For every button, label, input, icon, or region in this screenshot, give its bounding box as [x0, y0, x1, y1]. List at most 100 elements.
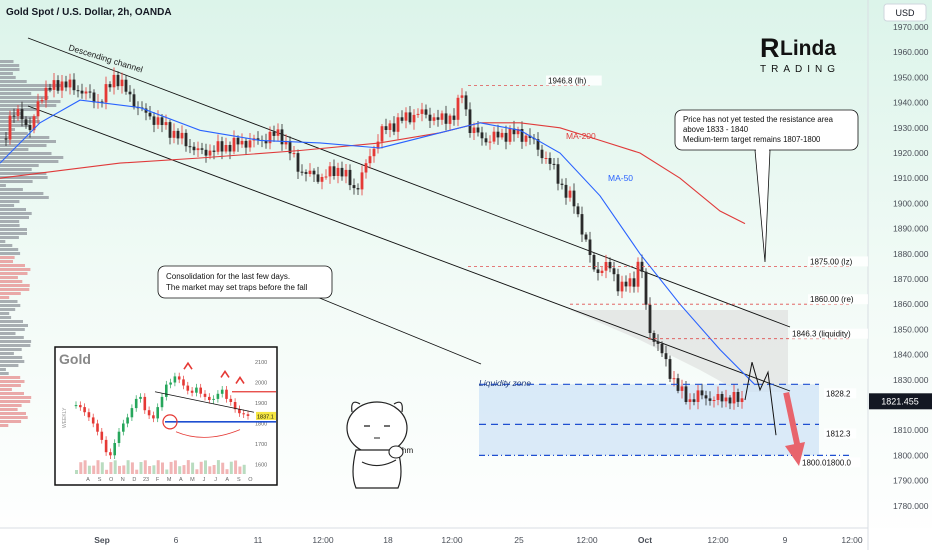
candle-body [548, 158, 552, 164]
inset-candle-body [87, 412, 91, 418]
candle-body [200, 148, 204, 150]
volume-profile-bar [0, 180, 33, 183]
currency-button[interactable]: USD [883, 3, 927, 22]
candle-body [332, 166, 336, 176]
candle-body [428, 114, 432, 121]
inset-volume-bar [216, 460, 220, 474]
candle-body [340, 167, 344, 177]
inset-candle-body [79, 405, 82, 408]
candle-body [392, 123, 396, 132]
volume-profile-bar [0, 364, 19, 367]
candle-body [356, 188, 360, 190]
current-price-label: 1821.455 [881, 396, 919, 406]
candle-body [688, 399, 692, 402]
candle-body [24, 119, 28, 126]
price-tick-label: 1870.000 [893, 274, 929, 284]
inset-volume-bar [204, 460, 207, 474]
volume-profile-bar [0, 320, 23, 323]
projection-path[interactable] [744, 362, 777, 436]
candle-body [196, 148, 200, 151]
time-tick-label: 18 [383, 535, 393, 545]
candle-body [440, 113, 444, 120]
candle-body [456, 97, 460, 120]
volume-profile-bar [0, 212, 32, 215]
candle-body [564, 184, 568, 198]
inset-candle-body [190, 390, 194, 393]
candle-body [176, 130, 180, 139]
candle-body [484, 138, 488, 143]
candle-body [664, 353, 668, 360]
inset-volume-bar [191, 462, 195, 474]
volume-profile-bar [0, 348, 22, 351]
inset-volume-bar [165, 469, 169, 474]
volume-profile-bar [0, 324, 28, 327]
volume-profile-bar [0, 304, 21, 307]
candle-body [188, 146, 192, 148]
volume-profile-bar [0, 116, 38, 119]
candle-body [580, 214, 584, 235]
candle-body [536, 139, 540, 150]
consolidation-text-1: Consolidation for the last few days. [166, 272, 290, 281]
inset-price-label: 2000 [255, 381, 267, 387]
candle-body [328, 166, 332, 177]
descending-channel[interactable] [27, 37, 791, 392]
candle-body [628, 278, 632, 287]
candle-body [324, 176, 328, 178]
inset-candle-body [199, 387, 202, 394]
time-tick-label: Oct [638, 535, 652, 545]
candle-body [264, 140, 268, 144]
candle-body [168, 122, 172, 138]
ma50-line[interactable] [0, 99, 756, 386]
candle-body [92, 92, 96, 103]
volume-profile-bar [0, 72, 13, 75]
volume-profile-bar [0, 60, 14, 63]
candle-body [444, 113, 448, 124]
candle-body [100, 101, 104, 103]
volume-profile-bar [0, 152, 52, 155]
inset-month-label: O [109, 477, 114, 483]
candle-body [720, 394, 724, 402]
inset-month-label: A [179, 477, 183, 483]
volume-profile [0, 60, 64, 427]
inset-candle-body [96, 423, 99, 432]
inset-candle-body [233, 402, 237, 410]
candle-body [124, 79, 128, 92]
volume-profile-bar [0, 424, 9, 427]
resistance-note-callout[interactable]: Price has not yet tested the resistance … [674, 109, 859, 263]
candle-body [360, 172, 364, 190]
inset-candle-body [143, 396, 147, 411]
inset-weekly-chart[interactable]: 2100 2000 1900 1800 1700 1600 1837.1 A S O N D 23 F M A… [54, 346, 278, 486]
consolidation-callout[interactable]: Consolidation for the last few days. The… [157, 265, 482, 365]
candle-body [384, 126, 388, 130]
candle-body [708, 398, 712, 401]
channel-lower-line [27, 105, 791, 392]
note-line-1: Price has not yet tested the resistance … [683, 115, 834, 124]
candle-body [272, 131, 276, 136]
volume-profile-bar [0, 112, 23, 115]
volume-profile-bar [0, 420, 22, 423]
inset-volume-bar [75, 470, 78, 474]
inset-candle-body [160, 396, 164, 408]
candle-body [88, 91, 92, 93]
candle-body [144, 108, 148, 113]
candle-body [728, 397, 732, 404]
candle-body [740, 398, 744, 402]
volume-profile-bar [0, 204, 15, 207]
volume-profile-bar [0, 128, 15, 131]
mascot-caption: hm [402, 446, 413, 455]
candle-body [212, 150, 216, 152]
candle-body [528, 135, 532, 138]
inset-volume-bar [92, 465, 96, 474]
inset-candle-body [104, 439, 108, 453]
price-tick-label: 1950.000 [893, 72, 929, 82]
candle-body [344, 169, 348, 177]
inset-price-label: 1700 [255, 442, 267, 448]
inset-candle-body [229, 398, 233, 402]
candle-body [220, 141, 224, 152]
inset-candle-body [220, 389, 224, 394]
candle-body [588, 239, 592, 255]
inset-candle-body [225, 389, 228, 399]
inset-candle-body [113, 443, 116, 456]
volume-profile-bar [0, 352, 14, 355]
